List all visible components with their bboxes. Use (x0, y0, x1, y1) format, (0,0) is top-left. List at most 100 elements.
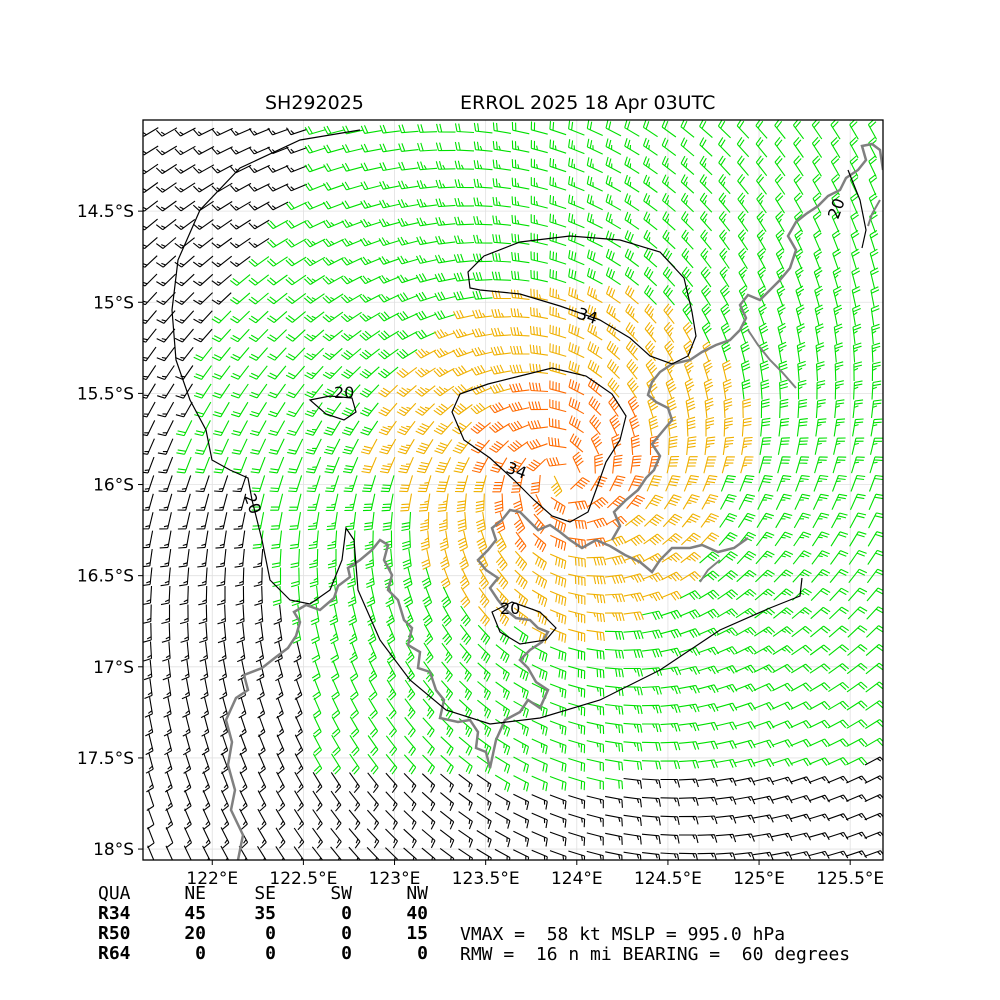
wind-barb (368, 641, 377, 664)
wind-barb (831, 474, 847, 492)
wind-barb (734, 721, 756, 730)
wind-barb (179, 604, 189, 625)
wind-barb (720, 303, 731, 325)
wind-barb (275, 790, 286, 812)
wind-barb (416, 161, 438, 171)
wind-barb (718, 210, 731, 232)
wind-barb (831, 229, 841, 252)
wind-barb (779, 398, 789, 419)
wind-barb (435, 198, 456, 208)
wind-barb (157, 420, 174, 437)
wind-barb (158, 456, 174, 474)
wind-barb (846, 738, 868, 747)
wind-barb (796, 323, 806, 344)
wind-barb (716, 796, 737, 805)
wind-barb (753, 795, 774, 804)
wind-barb (387, 642, 396, 664)
wind-barb (753, 645, 775, 655)
wind-barb (452, 328, 474, 339)
wind-barb (453, 272, 474, 282)
wind-barb (378, 384, 398, 398)
wind-barb (680, 137, 695, 157)
wind-barb (531, 775, 548, 792)
wind-barb (533, 513, 546, 535)
wind-barb (441, 624, 453, 646)
wind-barb (808, 775, 831, 784)
wind-barb (269, 456, 285, 474)
wind-barb (159, 512, 172, 530)
wind-barb (831, 174, 840, 196)
wind-barb (795, 304, 805, 326)
wind-barb (530, 307, 549, 320)
wind-barb (341, 256, 363, 266)
wind-barb (793, 174, 804, 195)
wind-barb (586, 249, 603, 266)
header-qua: QUA (98, 883, 131, 904)
wind-radii-row-r50: R50 20 0 0 15 (98, 924, 428, 944)
wind-barb (864, 850, 883, 857)
wind-barb (193, 146, 215, 155)
wind-barb (668, 435, 678, 456)
wind-barb (697, 759, 718, 769)
wind-barb (511, 233, 530, 245)
wind-barb (233, 493, 247, 511)
wind-barb (143, 200, 159, 212)
wind-barb (809, 719, 831, 729)
wind-barb (155, 163, 177, 175)
wind-barb (174, 255, 195, 268)
wind-barb (165, 808, 174, 830)
wind-barb (436, 123, 456, 133)
wind-barb (214, 512, 228, 530)
lat-label: 15.5°S (77, 384, 134, 404)
wind-barb (330, 827, 342, 849)
lon-label: 122°E (186, 869, 238, 889)
wind-barb (329, 604, 339, 626)
wind-barb (829, 606, 849, 620)
wind-barb (360, 200, 382, 209)
wind-barb (716, 627, 738, 636)
wind-barb (330, 772, 342, 794)
wind-barb (386, 623, 396, 645)
wind-barb (549, 269, 567, 284)
wind-barb (181, 678, 191, 700)
wind-barb (403, 586, 414, 608)
wind-barb (698, 570, 720, 582)
wind-barb (717, 570, 739, 582)
wind-barb (810, 587, 831, 601)
wind-barb (716, 664, 738, 674)
wind-barb (459, 661, 472, 682)
wind-barb (258, 734, 266, 756)
wind-barb (164, 771, 173, 793)
wind-barb (834, 380, 844, 400)
wind-barb (756, 210, 767, 232)
wind-barb (276, 715, 285, 738)
wind-barb (510, 308, 530, 319)
wind-barb (870, 304, 880, 326)
wind-barb (211, 146, 233, 155)
wind-barb (267, 127, 289, 136)
wind-barb (568, 120, 585, 136)
wind-barb (870, 418, 883, 437)
lon-label: 124.5°E (634, 869, 702, 889)
wind-barb (323, 420, 341, 436)
wind-barb (549, 701, 567, 717)
wind-barb (641, 760, 662, 770)
wind-barb (847, 606, 868, 620)
cell-nw: 15 (406, 923, 428, 944)
wind-barb (605, 851, 623, 860)
wind-barb (330, 846, 342, 860)
wind-barb (513, 775, 530, 792)
wind-barb (143, 549, 153, 568)
wind-barb (200, 697, 210, 719)
wind-barb (809, 700, 831, 711)
wind-barb (452, 421, 472, 435)
wind-barb (664, 340, 675, 362)
wind-barb (476, 774, 492, 793)
wind-barb (359, 237, 382, 247)
wind-barb (183, 789, 192, 812)
wind-barb (698, 589, 720, 600)
wind-barb (775, 248, 785, 270)
wind-barb (294, 734, 304, 756)
wind-barb (367, 604, 376, 626)
wind-barb (816, 380, 826, 400)
